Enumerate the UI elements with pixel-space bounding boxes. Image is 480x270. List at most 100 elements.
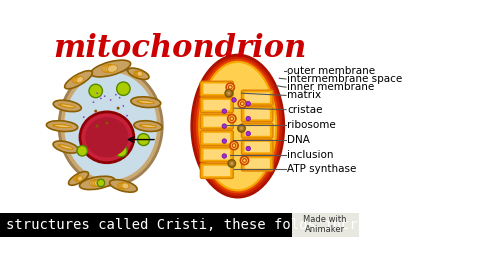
- Ellipse shape: [80, 112, 134, 163]
- Ellipse shape: [118, 183, 124, 189]
- Text: mitochondrion: mitochondrion: [53, 33, 306, 64]
- Ellipse shape: [122, 183, 129, 189]
- FancyBboxPatch shape: [204, 116, 230, 127]
- Ellipse shape: [136, 71, 142, 76]
- Ellipse shape: [59, 145, 72, 149]
- Ellipse shape: [196, 59, 280, 193]
- Circle shape: [240, 127, 243, 130]
- Circle shape: [222, 124, 227, 128]
- Circle shape: [106, 122, 108, 124]
- Circle shape: [232, 98, 236, 102]
- Ellipse shape: [135, 71, 141, 76]
- Circle shape: [119, 97, 120, 99]
- Circle shape: [104, 95, 106, 97]
- Ellipse shape: [199, 62, 276, 190]
- Circle shape: [228, 92, 230, 95]
- Ellipse shape: [137, 101, 154, 104]
- Ellipse shape: [131, 97, 161, 107]
- Text: ATP synthase: ATP synthase: [288, 164, 357, 174]
- FancyBboxPatch shape: [244, 142, 270, 152]
- Ellipse shape: [75, 176, 81, 181]
- Circle shape: [117, 107, 120, 110]
- FancyBboxPatch shape: [204, 100, 230, 110]
- Text: outer membrane: outer membrane: [288, 66, 376, 76]
- Ellipse shape: [134, 71, 140, 76]
- Ellipse shape: [65, 71, 92, 89]
- FancyBboxPatch shape: [241, 90, 273, 105]
- Ellipse shape: [80, 176, 115, 190]
- Circle shape: [246, 116, 251, 121]
- Circle shape: [138, 134, 150, 146]
- Ellipse shape: [93, 180, 102, 186]
- Ellipse shape: [54, 124, 71, 128]
- Text: ribosome: ribosome: [288, 120, 336, 130]
- Ellipse shape: [102, 65, 112, 72]
- Ellipse shape: [53, 124, 71, 128]
- Ellipse shape: [108, 65, 118, 72]
- Ellipse shape: [73, 77, 81, 83]
- Text: intermembrane space: intermembrane space: [288, 74, 403, 84]
- Ellipse shape: [53, 141, 79, 153]
- Ellipse shape: [139, 125, 155, 127]
- Ellipse shape: [75, 176, 80, 181]
- Circle shape: [83, 116, 84, 118]
- Circle shape: [96, 124, 99, 128]
- Circle shape: [100, 97, 102, 99]
- Ellipse shape: [137, 71, 143, 76]
- Circle shape: [222, 139, 227, 143]
- Circle shape: [115, 94, 117, 96]
- Text: structures called Cristi, these folds increase the surface: structures called Cristi, these folds in…: [6, 218, 480, 232]
- Ellipse shape: [60, 104, 75, 108]
- Ellipse shape: [60, 104, 75, 108]
- FancyBboxPatch shape: [241, 156, 273, 171]
- FancyBboxPatch shape: [200, 131, 233, 146]
- Ellipse shape: [58, 145, 72, 149]
- Circle shape: [94, 110, 97, 113]
- Text: DNA: DNA: [288, 134, 311, 144]
- Circle shape: [226, 83, 234, 91]
- Text: matrix: matrix: [288, 90, 322, 100]
- Ellipse shape: [192, 55, 284, 197]
- Circle shape: [238, 100, 246, 108]
- Ellipse shape: [134, 121, 162, 131]
- Circle shape: [110, 99, 111, 101]
- FancyBboxPatch shape: [204, 133, 230, 143]
- Ellipse shape: [90, 180, 98, 186]
- Ellipse shape: [47, 121, 78, 131]
- Circle shape: [230, 162, 233, 165]
- Ellipse shape: [63, 71, 158, 181]
- Circle shape: [222, 109, 227, 113]
- FancyBboxPatch shape: [204, 83, 230, 94]
- Ellipse shape: [104, 65, 114, 72]
- Circle shape: [126, 115, 128, 117]
- Ellipse shape: [74, 176, 79, 181]
- Circle shape: [222, 154, 227, 158]
- Circle shape: [93, 101, 95, 103]
- Circle shape: [246, 146, 251, 151]
- Circle shape: [225, 89, 232, 97]
- FancyBboxPatch shape: [244, 92, 270, 103]
- Ellipse shape: [72, 77, 80, 83]
- Ellipse shape: [85, 117, 129, 157]
- Ellipse shape: [91, 60, 131, 77]
- Circle shape: [96, 92, 98, 94]
- Ellipse shape: [59, 67, 162, 185]
- Ellipse shape: [76, 77, 84, 83]
- Ellipse shape: [52, 124, 70, 128]
- Circle shape: [228, 160, 236, 167]
- FancyBboxPatch shape: [241, 123, 273, 138]
- Ellipse shape: [91, 180, 100, 186]
- FancyBboxPatch shape: [200, 147, 233, 162]
- Text: Made with
Animaker: Made with Animaker: [303, 215, 347, 234]
- Ellipse shape: [60, 145, 73, 149]
- Ellipse shape: [121, 183, 128, 189]
- Ellipse shape: [106, 65, 116, 72]
- Circle shape: [117, 82, 130, 95]
- Circle shape: [238, 124, 245, 132]
- Circle shape: [228, 85, 232, 89]
- Circle shape: [246, 131, 251, 136]
- FancyBboxPatch shape: [204, 149, 230, 160]
- Circle shape: [240, 102, 244, 106]
- Circle shape: [232, 144, 236, 147]
- Bar: [291, 213, 359, 237]
